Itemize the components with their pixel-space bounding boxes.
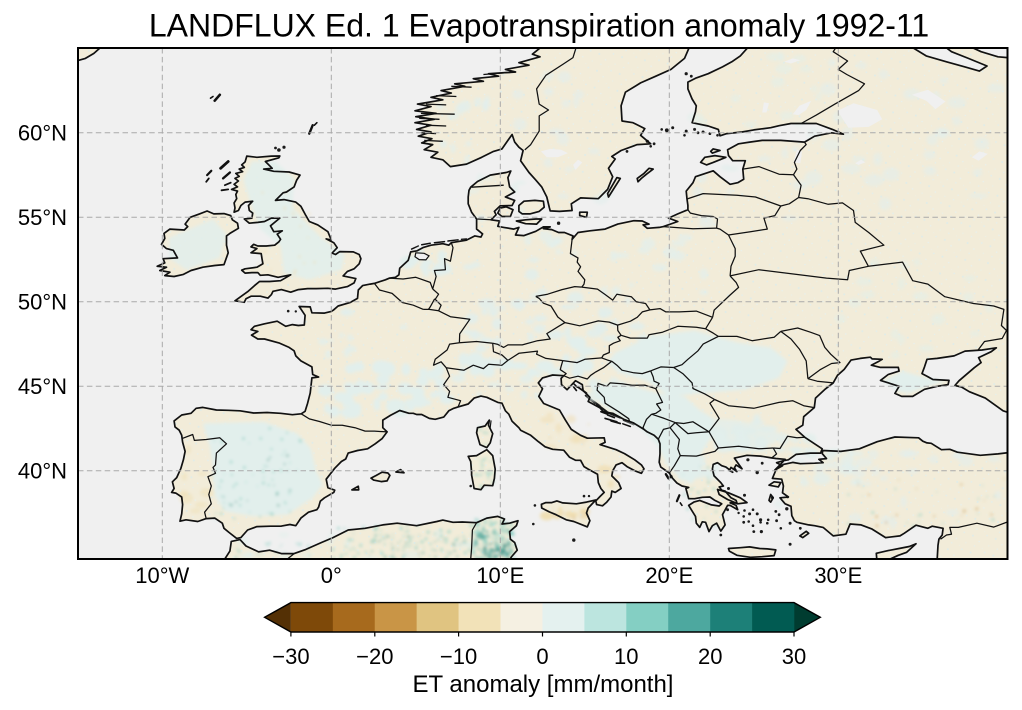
svg-text:ET anomaly [mm/month]: ET anomaly [mm/month] — [413, 671, 674, 698]
svg-text:20: 20 — [698, 644, 722, 669]
svg-text:10: 10 — [614, 644, 638, 669]
svg-text:−30: −30 — [272, 644, 309, 669]
svg-text:45°N: 45°N — [18, 374, 67, 399]
svg-text:−10: −10 — [440, 644, 477, 669]
svg-text:55°N: 55°N — [18, 205, 67, 230]
svg-text:−20: −20 — [356, 644, 393, 669]
svg-text:0°: 0° — [321, 563, 342, 588]
svg-text:10°W: 10°W — [135, 563, 189, 588]
svg-text:20°E: 20°E — [645, 563, 693, 588]
svg-text:50°N: 50°N — [18, 289, 67, 314]
svg-text:30: 30 — [782, 644, 806, 669]
svg-text:10°E: 10°E — [476, 563, 524, 588]
svg-text:60°N: 60°N — [18, 120, 67, 145]
svg-text:40°N: 40°N — [18, 458, 67, 483]
svg-text:30°E: 30°E — [814, 563, 862, 588]
svg-text:LANDFLUX Ed. 1 Evapotranspirat: LANDFLUX Ed. 1 Evapotranspiration anomal… — [149, 8, 929, 44]
svg-text:0: 0 — [536, 644, 548, 669]
